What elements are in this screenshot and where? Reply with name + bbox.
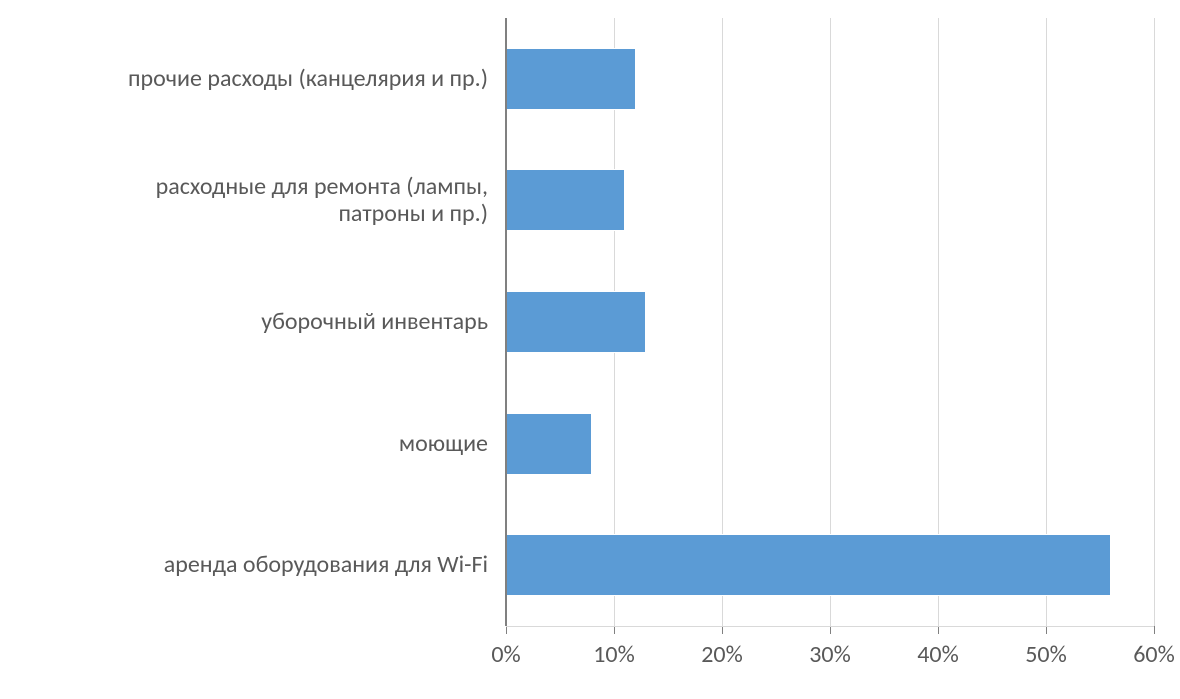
x-tick-mark xyxy=(506,626,507,634)
category-label: прочие расходы (канцелярия и пр.) xyxy=(18,18,488,140)
y-axis-line xyxy=(505,18,507,626)
bar xyxy=(506,291,646,353)
gridline xyxy=(1154,18,1155,626)
category-label: аренда оборудования для Wi-Fi xyxy=(18,504,488,626)
x-tick-label: 30% xyxy=(809,640,850,669)
x-tick-mark xyxy=(722,626,723,634)
x-tick-mark xyxy=(938,626,939,634)
x-tick-label: 40% xyxy=(917,640,958,669)
x-tick-label: 20% xyxy=(701,640,742,669)
bar xyxy=(506,413,592,475)
expense-share-bar-chart: 0% 10% 20% 30% 40% 50% 60% прочие расходы (кан… xyxy=(0,0,1180,699)
x-tick-mark xyxy=(830,626,831,634)
bar xyxy=(506,534,1111,596)
x-tick-label: 0% xyxy=(491,640,520,669)
bar xyxy=(506,48,636,110)
x-axis-line xyxy=(506,626,1154,627)
x-tick-label: 10% xyxy=(593,640,634,669)
category-label: уборочный инвентарь xyxy=(18,261,488,383)
category-label: моющие xyxy=(18,383,488,505)
x-tick-label: 50% xyxy=(1025,640,1066,669)
x-tick-label: 60% xyxy=(1133,640,1174,669)
x-tick-mark xyxy=(1046,626,1047,634)
category-label: расходные для ремонта (лампы, патроны и … xyxy=(18,140,488,262)
bar xyxy=(506,169,625,231)
x-tick-mark xyxy=(1154,626,1155,634)
x-tick-mark xyxy=(614,626,615,634)
